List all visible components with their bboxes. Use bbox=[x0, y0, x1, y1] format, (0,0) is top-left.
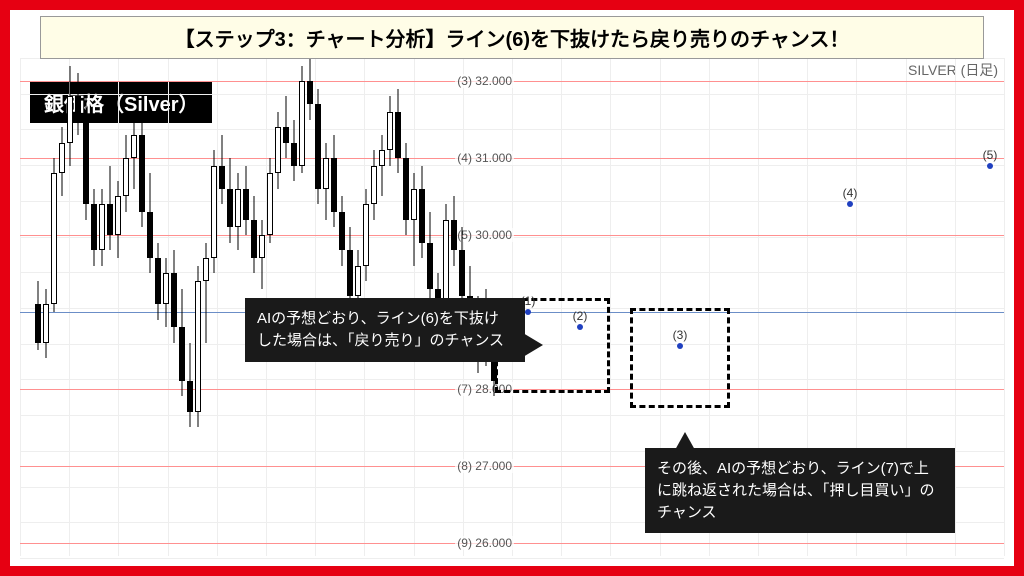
grid-h bbox=[20, 129, 1004, 130]
price-line-label: (9) 26.000 bbox=[455, 536, 514, 550]
grid-h bbox=[20, 165, 1004, 166]
forecast-label: (3) bbox=[673, 328, 688, 342]
grid-h bbox=[20, 201, 1004, 202]
outer-frame: 【ステップ3：チャート分析】ライン(6)を下抜けたら戻り売りのチャンス！ SIL… bbox=[0, 0, 1024, 576]
price-line-label: (8) 27.000 bbox=[455, 459, 514, 473]
price-line-label: (3) 32.000 bbox=[455, 74, 514, 88]
forecast-label: (2) bbox=[573, 309, 588, 323]
price-line-label: (5) 30.000 bbox=[455, 228, 514, 242]
forecast-dot bbox=[577, 324, 583, 330]
callout-arrow-icon bbox=[523, 333, 543, 357]
grid-h bbox=[20, 415, 1004, 416]
grid-v bbox=[118, 58, 119, 556]
highlight-box bbox=[630, 308, 730, 408]
grid-v bbox=[168, 58, 169, 556]
grid-h bbox=[20, 558, 1004, 559]
symbol-label: SILVER (日足) bbox=[908, 60, 998, 80]
forecast-label: (4) bbox=[843, 186, 858, 200]
grid-h bbox=[20, 94, 1004, 95]
grid-v bbox=[610, 58, 611, 556]
callout-c1: AIの予想どおり、ライン(6)を下抜けした場合は、「戻り売り」のチャンス bbox=[245, 298, 525, 362]
grid-v bbox=[217, 58, 218, 556]
forecast-dot bbox=[847, 201, 853, 207]
price-line-label: (4) 31.000 bbox=[455, 151, 514, 165]
grid-v bbox=[1004, 58, 1005, 556]
forecast-dot bbox=[677, 343, 683, 349]
chart-area: SILVER (日足) 銀価格（Silver） (3) 32.000 (4) 31… bbox=[20, 58, 1004, 556]
forecast-dot bbox=[987, 163, 993, 169]
grid-v bbox=[20, 58, 21, 556]
forecast-label: (5) bbox=[983, 148, 998, 162]
callout-c2: その後、AIの予想どおり、ライン(7)で上に跳ね返された場合は、「押し目買い」の… bbox=[645, 448, 955, 533]
forecast-dot bbox=[525, 309, 531, 315]
title-banner: 【ステップ3：チャート分析】ライン(6)を下抜けたら戻り売りのチャンス！ bbox=[40, 16, 984, 59]
asset-badge: 銀価格（Silver） bbox=[30, 82, 212, 123]
callout-arrow-icon bbox=[675, 432, 695, 450]
chart-inner: SILVER (日足) 銀価格（Silver） (3) 32.000 (4) 31… bbox=[20, 58, 1004, 556]
